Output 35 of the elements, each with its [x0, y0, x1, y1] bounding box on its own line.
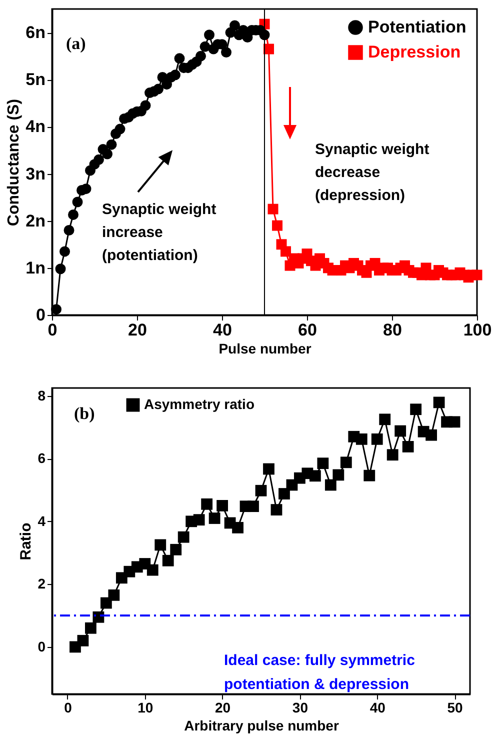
y-tick-label: 3n	[26, 164, 46, 184]
annotation: Synaptic weight increase (potentiation)	[102, 201, 216, 264]
legend-label: Depression	[368, 42, 461, 62]
x-tick-label: 30	[292, 700, 308, 716]
x-axis-title: Arbitrary pulse number	[184, 718, 340, 734]
x-tick-label: 10	[138, 700, 154, 716]
legend-label: Asymmetry ratio	[144, 396, 254, 412]
annotation: Synaptic weight decrease (depression)	[315, 141, 430, 204]
y-tick-label: 2n	[26, 211, 46, 230]
y-tick-label: 0	[38, 638, 46, 654]
y-tick-label: 6n	[26, 23, 46, 42]
legend-label: Potentiation	[368, 18, 466, 36]
annotation: (b)	[74, 404, 95, 423]
x-tick-label: 40	[370, 700, 386, 716]
y-axis-title: Ratio	[18, 522, 35, 560]
x-tick-label: 20	[128, 320, 147, 340]
y-tick-label: 8	[38, 387, 46, 404]
x-tick-label: 50	[447, 700, 464, 716]
y-tick-label: 4n	[26, 117, 46, 136]
x-tick-label: 100	[463, 320, 492, 340]
y-tick-label: 0	[36, 306, 46, 324]
x-tick-label: 0	[64, 700, 72, 716]
x-axis-title: Pulse number	[218, 340, 312, 356]
y-tick-label: 5n	[26, 70, 46, 90]
annotation: (a)	[66, 34, 86, 53]
x-tick-label: 20	[215, 700, 231, 716]
y-axis-title: Conductance (S)	[6, 98, 23, 226]
x-tick-label: 40	[213, 320, 232, 340]
y-tick-label: 6	[38, 450, 46, 466]
y-tick-label: 1n	[26, 258, 46, 278]
x-tick-label: 80	[383, 320, 402, 340]
y-tick-label: 4	[38, 512, 46, 529]
x-tick-label: 60	[298, 320, 317, 340]
y-tick-label: 2	[38, 576, 46, 592]
ref-line-label: Ideal case: fully symmetric potentiation & depression	[224, 652, 415, 693]
